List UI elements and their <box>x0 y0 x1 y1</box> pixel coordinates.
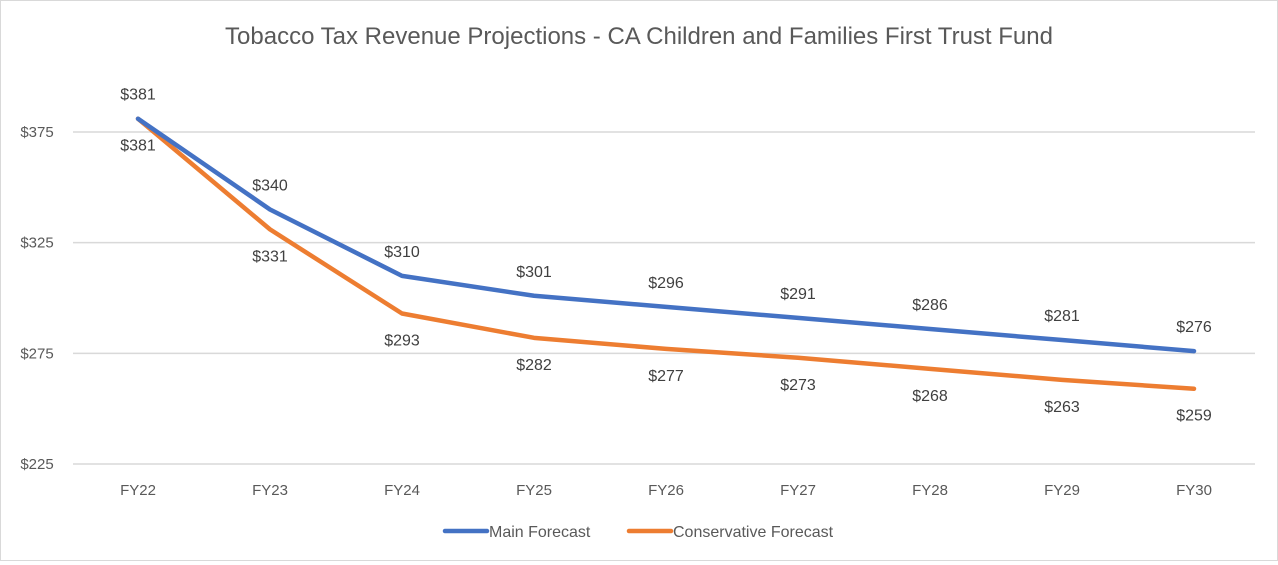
x-tick-label: FY29 <box>1044 482 1080 499</box>
gridlines <box>73 131 1255 465</box>
data-label: $268 <box>912 388 948 405</box>
x-tick-label: FY28 <box>912 482 948 499</box>
x-tick-label: FY26 <box>648 482 684 499</box>
data-label: $331 <box>252 248 288 265</box>
data-label: $291 <box>780 286 816 303</box>
data-label: $273 <box>780 377 816 394</box>
x-tick-label: FY22 <box>120 482 156 499</box>
data-label: $340 <box>252 177 288 194</box>
x-tick-label: FY30 <box>1176 482 1212 499</box>
legend-item: Conservative Forecast <box>626 524 834 541</box>
x-axis-ticks: FY22 FY23 FY24 FY25 FY26 FY27 FY28 FY29 FY30 <box>120 482 1212 499</box>
data-label: $286 <box>912 297 948 314</box>
series-line-main-forecast <box>135 116 1197 354</box>
legend-label: Main Forecast <box>489 524 591 541</box>
series-line-conservative-forecast <box>135 116 1197 391</box>
data-label: $281 <box>1044 308 1080 325</box>
data-label: $296 <box>648 275 684 292</box>
legend-label: Conservative Forecast <box>673 524 834 541</box>
data-label: $381 <box>120 87 156 104</box>
data-label: $276 <box>1176 319 1212 336</box>
chart-title: Tobacco Tax Revenue Projections - CA Chi… <box>225 23 1053 50</box>
legend: Main Forecast Conservative Forecast <box>442 524 834 541</box>
data-label: $381 <box>120 138 156 155</box>
data-label: $282 <box>516 357 552 374</box>
data-label: $259 <box>1176 408 1212 425</box>
y-tick-label: $225 <box>20 456 53 473</box>
x-tick-label: FY27 <box>780 482 816 499</box>
data-labels: $381 $340 $310 $301 $296 $291 $286 $281 $276 $381… <box>120 87 1212 425</box>
y-tick-label: $325 <box>20 235 53 252</box>
data-label: $293 <box>384 332 420 349</box>
data-label: $301 <box>516 264 552 281</box>
x-tick-label: FY25 <box>516 482 552 499</box>
x-tick-label: FY24 <box>384 482 420 499</box>
data-label: $277 <box>648 368 684 385</box>
y-tick-label: $275 <box>20 345 53 362</box>
x-tick-label: FY23 <box>252 482 288 499</box>
data-label: $263 <box>1044 399 1080 416</box>
series-lines <box>135 116 1197 391</box>
legend-item: Main Forecast <box>442 524 591 541</box>
y-axis-ticks: $225 $275 $325 $375 <box>20 124 53 473</box>
y-tick-label: $375 <box>20 124 53 141</box>
data-label: $310 <box>384 244 420 261</box>
